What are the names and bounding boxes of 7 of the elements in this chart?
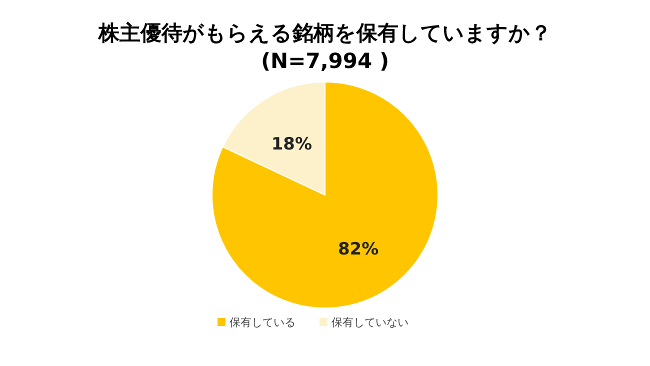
pie-slice [212, 82, 438, 308]
data-label: 18% [271, 134, 312, 155]
legend-label: 保有している [230, 316, 296, 329]
data-label: 82% [338, 239, 379, 260]
chart-subtitle: (N=7,994 ) [260, 49, 390, 73]
legend-label: 保有していない [332, 316, 408, 329]
chart-title: 株主優待がもらえる銘柄を保有していますか？ [98, 21, 552, 45]
